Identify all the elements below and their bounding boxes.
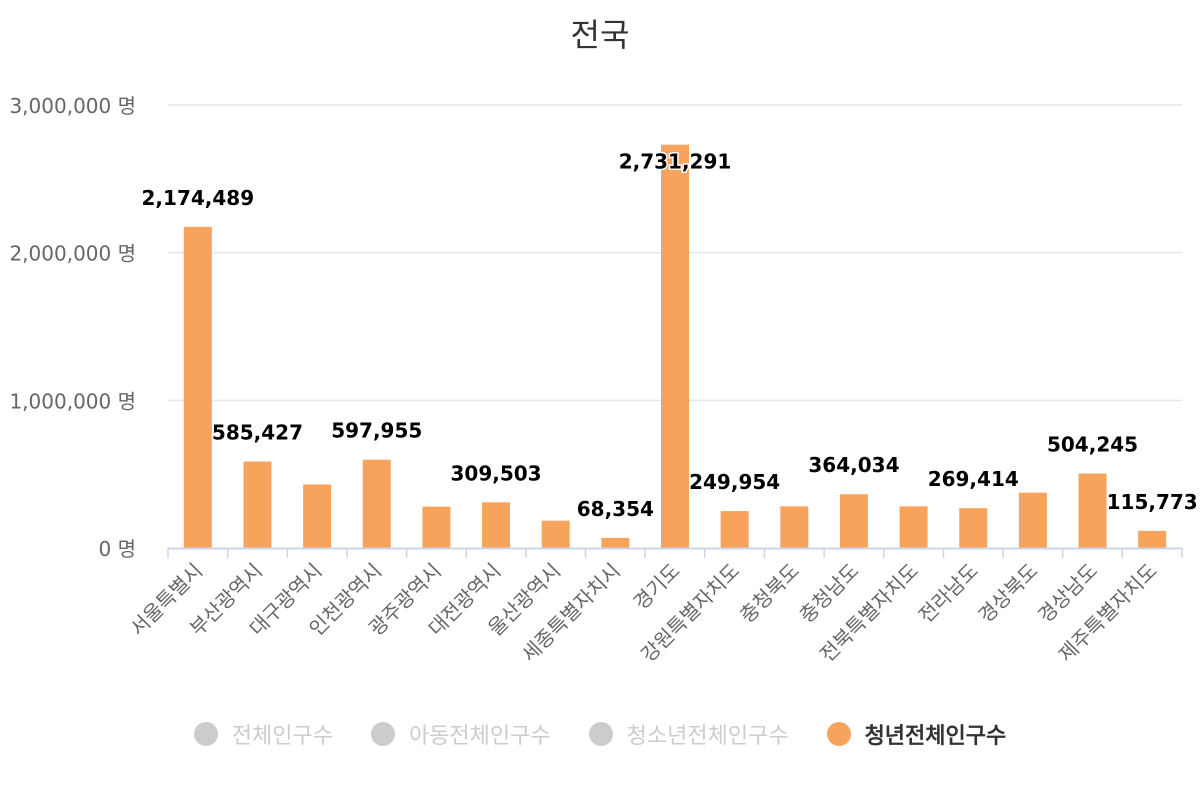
- bar[interactable]: [1018, 492, 1047, 548]
- bar[interactable]: [422, 506, 451, 548]
- legend-marker: [193, 722, 218, 746]
- data-label: 2,731,291: [619, 150, 732, 174]
- legend-item-teen-population[interactable]: 청소년전체인구수: [588, 718, 789, 750]
- legend-marker: [588, 722, 613, 746]
- bar[interactable]: [303, 484, 332, 548]
- legend-item-youth-population[interactable]: 청년전체인구수: [826, 718, 1007, 750]
- legend-item-child-population[interactable]: 아동전체인구수: [370, 718, 551, 750]
- chart-title: 전국: [571, 16, 630, 54]
- bar[interactable]: [720, 511, 749, 548]
- data-label: 115,773: [1107, 490, 1198, 514]
- y-tick-label: 3,000,000 명: [9, 94, 136, 118]
- y-tick-label: 0 명: [99, 537, 136, 561]
- data-label: 597,955: [331, 419, 422, 443]
- bar[interactable]: [362, 459, 391, 548]
- bar[interactable]: [780, 506, 809, 548]
- bar[interactable]: [482, 502, 511, 548]
- x-axis-labels: 서울특별시부산광역시대구광역시인천광역시광주광역시대전광역시울산광역시세종특별자…: [125, 559, 1161, 667]
- bar[interactable]: [839, 494, 868, 548]
- data-label: 309,503: [451, 461, 542, 485]
- y-tick-label: 1,000,000 명: [9, 389, 136, 413]
- legend-label: 청소년전체인구수: [626, 724, 789, 749]
- bar-series: [183, 144, 1167, 548]
- y-axis-ticks: 0 명 1,000,000 명 2,000,000 명 3,000,000 명: [9, 94, 136, 561]
- data-label: 269,414: [928, 467, 1019, 491]
- bar[interactable]: [661, 144, 689, 548]
- x-tick-label: 경기도: [629, 559, 685, 615]
- bar[interactable]: [243, 461, 272, 548]
- bar[interactable]: [183, 226, 212, 548]
- legend-marker: [826, 722, 851, 746]
- legend: 전체인구수 아동전체인구수 청소년전체인구수 청년전체인구수: [0, 718, 1200, 750]
- x-tick-label: 경상북도: [973, 559, 1042, 628]
- bar[interactable]: [899, 506, 928, 548]
- x-axis: [167, 547, 1183, 558]
- data-labels: 2,174,489 585,427 597,955 309,503 68,354 2,73…: [140, 148, 1199, 522]
- legend-label: 아동전체인구수: [408, 724, 551, 749]
- bar[interactable]: [1138, 530, 1167, 548]
- bar[interactable]: [541, 520, 570, 548]
- x-tick-label: 충청북도: [735, 559, 804, 628]
- x-tick-label: 전라남도: [914, 559, 983, 628]
- legend-item-total-population[interactable]: 전체인구수: [193, 718, 333, 750]
- y-tick-label: 2,000,000 명: [9, 242, 136, 266]
- data-label: 2,174,489: [142, 186, 255, 210]
- data-label: 68,354: [577, 497, 654, 521]
- data-label: 585,427: [212, 421, 303, 445]
- data-label: 249,954: [689, 470, 780, 494]
- bar[interactable]: [959, 508, 988, 548]
- bar[interactable]: [601, 537, 630, 548]
- bar[interactable]: [1078, 473, 1107, 548]
- data-label: 364,034: [808, 453, 899, 477]
- data-label: 504,245: [1047, 433, 1138, 457]
- legend-marker: [370, 722, 395, 746]
- legend-label: 청년전체인구수: [864, 724, 1007, 749]
- legend-label: 전체인구수: [231, 724, 333, 749]
